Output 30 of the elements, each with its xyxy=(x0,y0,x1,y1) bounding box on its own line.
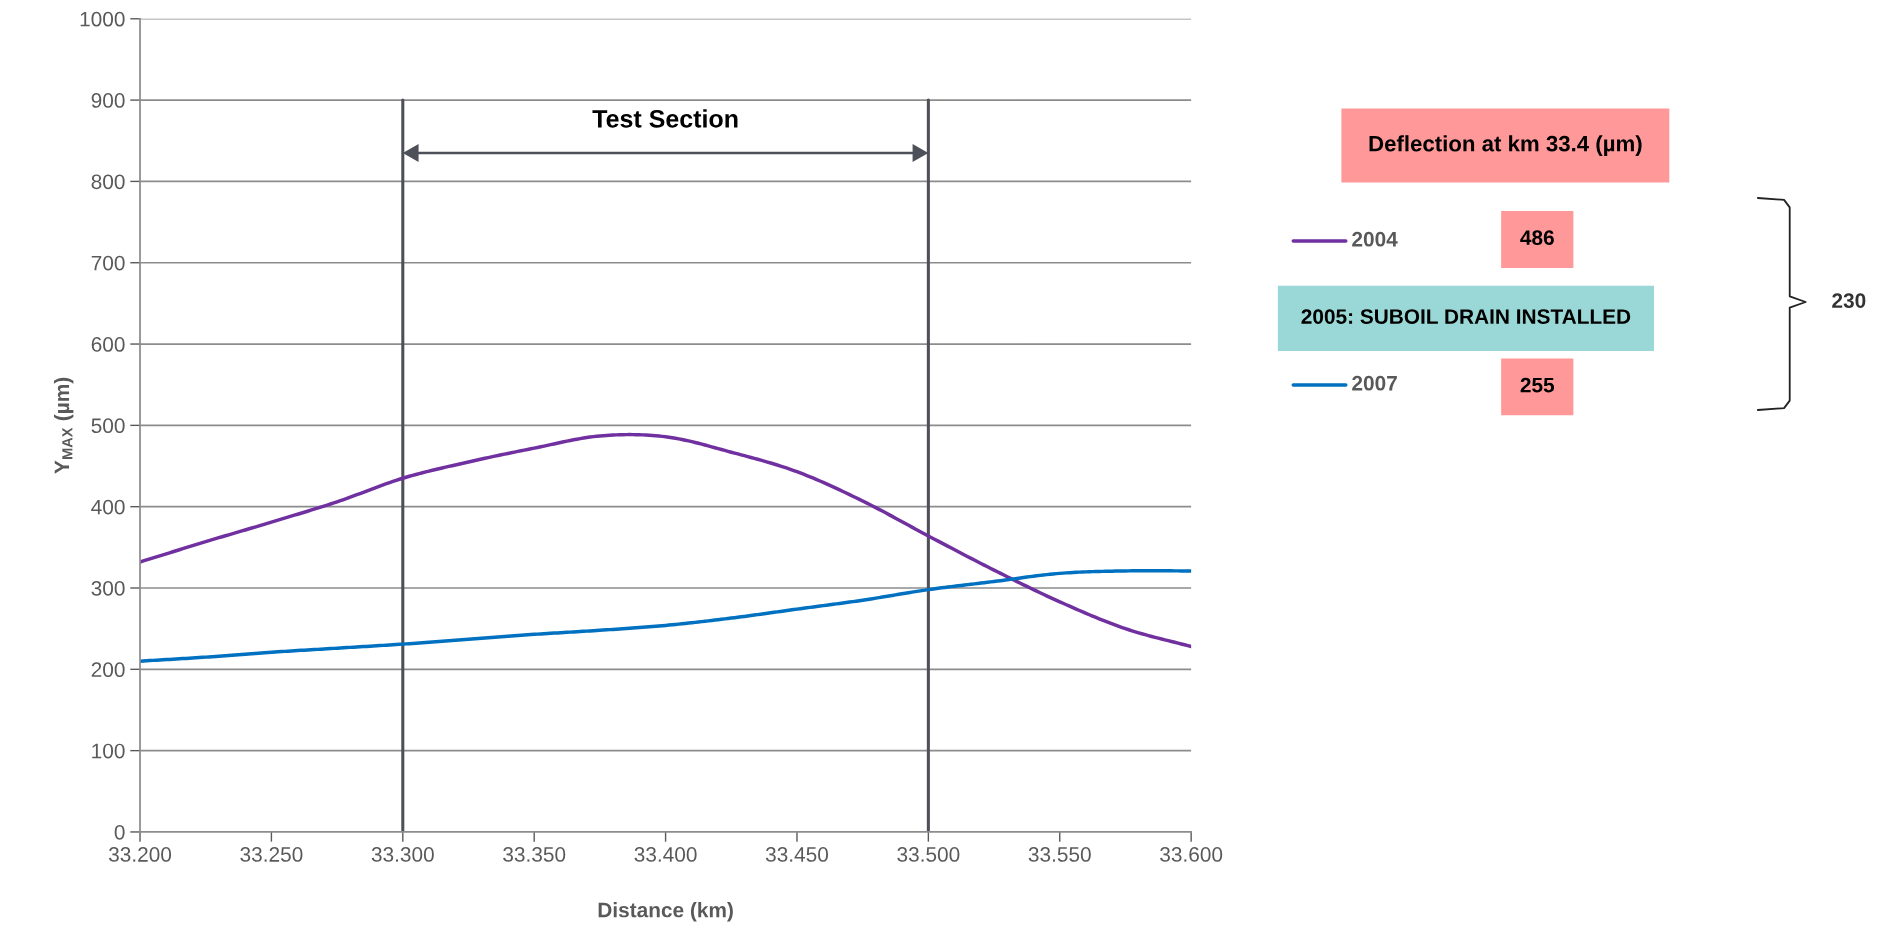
y-tick-label: 100 xyxy=(92,743,125,759)
x-tick-label: 33.250 xyxy=(240,847,303,862)
text: 230 xyxy=(1832,293,1866,308)
annotation: Test Section xyxy=(592,109,738,128)
legend-label: 2004 xyxy=(1352,231,1398,247)
x-axis-title: Distance (km) xyxy=(598,902,733,922)
x-tick-label: 33.500 xyxy=(897,847,960,862)
y-tick-label: 600 xyxy=(91,337,125,352)
y-tick-label: 0 xyxy=(114,824,125,840)
text: 486 xyxy=(1520,230,1554,246)
text: Deflection at km 33.4 (µm) xyxy=(1369,135,1642,156)
y-tick-label: 1000 xyxy=(80,11,125,27)
legend-label: 2007 xyxy=(1352,375,1397,391)
x-tick-label: 33.200 xyxy=(108,847,172,862)
y-axis-title: Y$_{MAX}$ (µm) xyxy=(53,377,74,474)
text: 255 xyxy=(1520,377,1555,393)
y-tick-label: 400 xyxy=(91,499,125,515)
text: 2005: SUBOIL DRAIN INSTALLED xyxy=(1301,309,1631,324)
y-tick-label: 900 xyxy=(91,93,125,108)
y-tick-label: 800 xyxy=(91,174,125,190)
y-tick-label: 300 xyxy=(91,581,125,596)
x-tick-label: 33.550 xyxy=(1028,847,1091,862)
x-tick-label: 33.400 xyxy=(634,847,697,862)
y-tick-label: 700 xyxy=(91,255,125,271)
x-tick-label: 33.450 xyxy=(765,847,829,862)
x-tick-label: 33.300 xyxy=(371,847,434,862)
y-tick-label: 200 xyxy=(91,662,125,678)
x-tick-label: 33.600 xyxy=(1160,847,1223,862)
x-tick-label: 33.350 xyxy=(503,847,566,862)
y-tick-label: 500 xyxy=(91,418,125,434)
